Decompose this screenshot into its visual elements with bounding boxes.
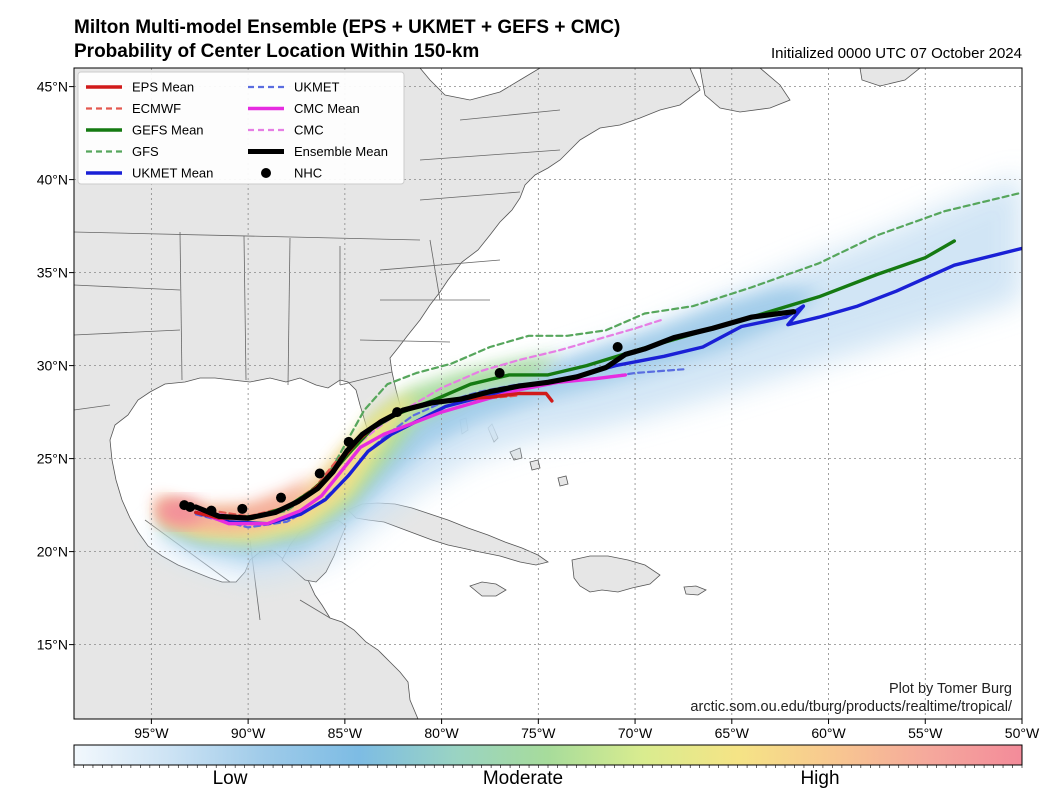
chart-title: Milton Multi-model Ensemble (EPS + UKMET… (74, 17, 621, 38)
lat-label: 40°N (37, 172, 68, 188)
nhc-point (314, 468, 325, 479)
nhc-point (612, 342, 623, 352)
lon-label: 55°W (908, 725, 943, 741)
chart-subtitle: Probability of Center Location Within 15… (74, 41, 480, 62)
colorbar (73, 744, 1023, 768)
lon-label: 65°W (715, 725, 750, 741)
legend-item: NHC (261, 166, 322, 181)
model-tracks (179, 191, 1022, 529)
legend-label: CMC Mean (294, 101, 360, 116)
nhc-point (392, 407, 403, 418)
legend-item: UKMET Mean (86, 166, 213, 181)
colorbar-label-low: Low (212, 768, 248, 789)
plot-frame (73, 67, 1023, 720)
legend-label: EPS Mean (132, 80, 194, 95)
legend-item: GFS (86, 144, 159, 159)
legend: EPS Mean ECMWF GEFS Mean GFS UKMET Mean UKMET… (77, 71, 405, 185)
nhc-point (494, 368, 505, 379)
legend-item: Ensemble Mean (248, 144, 388, 159)
credit-url: arctic.som.ou.edu/tburg/products/realtim… (690, 699, 1012, 715)
axes: 15°N 20°N 25°N 30°N 35°N 40°N 45°N 95°W 90°W 85°W… (37, 79, 1040, 741)
colorbar-bar (73, 744, 1023, 766)
lat-label: 45°N (37, 79, 68, 95)
legend-label: ECMWF (132, 101, 181, 116)
lon-label: 75°W (521, 725, 556, 741)
nhc-point (185, 501, 196, 512)
legend-item: EPS Mean (86, 80, 194, 95)
legend-label: GFS (132, 144, 159, 159)
initialized-time: Initialized 0000 UTC 07 October 2024 (771, 45, 1022, 62)
colorbar-ticks (73, 765, 1023, 768)
lon-label: 95°W (134, 725, 169, 741)
lat-label: 35°N (37, 265, 68, 281)
ensemble-mean-track (193, 309, 797, 521)
legend-label: NHC (294, 166, 322, 181)
colorbar-label-moderate: Moderate (482, 768, 564, 789)
lat-label: 30°N (37, 358, 68, 374)
state-borders (74, 109, 561, 621)
legend-label: GEFS Mean (132, 123, 204, 138)
legend-item: UKMET (248, 80, 340, 95)
legend-label: CMC (294, 123, 324, 138)
credit-author: Plot by Tomer Burg (888, 681, 1012, 697)
lat-label: 15°N (37, 637, 68, 653)
lon-label: 85°W (328, 725, 363, 741)
legend-item: CMC Mean (248, 101, 360, 116)
lat-label: 20°N (37, 544, 68, 560)
legend-label: Ensemble Mean (294, 144, 388, 159)
legend-item: ECMWF (86, 101, 181, 116)
nhc-point (343, 436, 354, 447)
lon-label: 80°W (424, 725, 459, 741)
legend-label: UKMET Mean (132, 166, 213, 181)
lon-label: 50°W (1005, 725, 1040, 741)
nhc-point (206, 505, 217, 516)
legend-item: GEFS Mean (86, 123, 204, 138)
legend-marker (261, 168, 271, 178)
legend-label: UKMET (294, 80, 340, 95)
nhc-point (237, 503, 248, 514)
nhc-point (276, 492, 287, 503)
lon-label: 90°W (231, 725, 266, 741)
legend-box (77, 71, 405, 185)
lon-label: 70°W (618, 725, 653, 741)
legend-item: CMC (248, 123, 324, 138)
lon-label: 60°W (811, 725, 846, 741)
lat-label: 25°N (37, 451, 68, 467)
colorbar-label-high: High (800, 768, 840, 789)
